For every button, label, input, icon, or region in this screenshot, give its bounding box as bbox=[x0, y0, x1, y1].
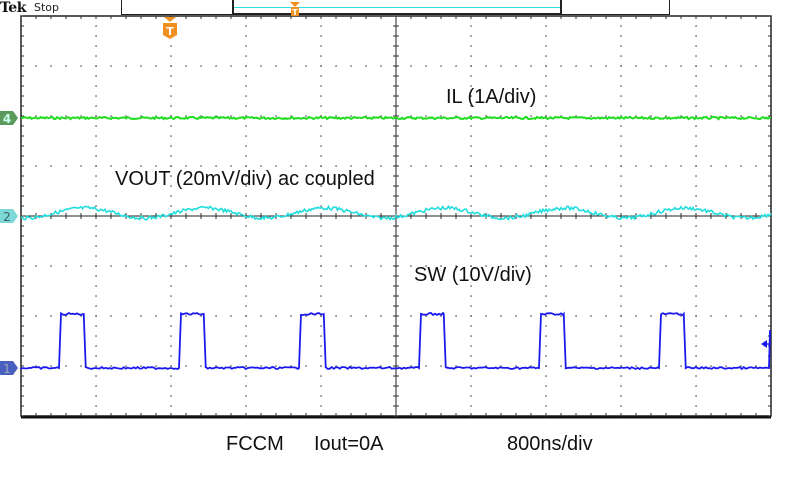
sw-label: SW (10V/div) bbox=[414, 264, 532, 286]
record-trace-preview bbox=[234, 7, 560, 8]
vout-trace bbox=[20, 204, 772, 222]
trigger-marker-icon[interactable]: T bbox=[163, 17, 177, 39]
svg-text:T: T bbox=[292, 8, 298, 17]
svg-text:1: 1 bbox=[3, 362, 11, 376]
iout-label: Iout=0A bbox=[314, 433, 384, 455]
trigger-level-icon[interactable] bbox=[761, 340, 771, 348]
channel-2-marker-icon[interactable]: 2 bbox=[0, 209, 18, 224]
vout-label: VOUT (20mV/div) ac coupled bbox=[115, 168, 375, 190]
il-label: IL (1A/div) bbox=[446, 86, 537, 108]
il-trace bbox=[20, 115, 772, 121]
acquisition-status: Stop bbox=[34, 1, 60, 14]
timebase-label: 800ns/div bbox=[507, 433, 593, 455]
channel-markers: T T 4 2 1 bbox=[0, 2, 771, 376]
mode-label: FCCM bbox=[226, 433, 284, 455]
svg-text:4: 4 bbox=[3, 112, 11, 126]
tek-logo: Tek bbox=[0, 0, 26, 16]
svg-text:2: 2 bbox=[3, 210, 11, 224]
waveforms bbox=[20, 115, 772, 371]
record-view-window[interactable] bbox=[232, 0, 562, 15]
svg-text:T: T bbox=[166, 25, 174, 38]
channel-4-marker-icon[interactable]: 4 bbox=[0, 111, 18, 126]
sw-trace bbox=[20, 311, 771, 371]
trigger-position-icon: T bbox=[290, 2, 300, 17]
channel-1-marker-icon[interactable]: 1 bbox=[0, 361, 18, 376]
